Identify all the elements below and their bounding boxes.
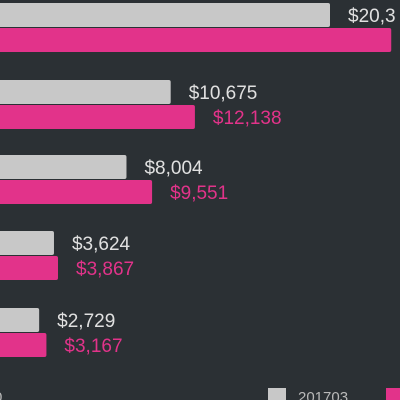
bar-grey-3 — [0, 231, 54, 255]
bar-grey-1 — [0, 80, 171, 104]
value-label-grey-3: $3,624 — [72, 234, 131, 255]
bar-pink-0 — [0, 28, 392, 52]
bar-pink-2 — [0, 180, 153, 204]
value-label-pink-1: $12,138 — [213, 108, 282, 129]
bar-pink-1 — [0, 105, 195, 129]
legend-swatch-series-2 — [386, 388, 400, 400]
value-label-grey-1: $10,675 — [189, 83, 258, 104]
bar-grey-0 — [0, 3, 330, 27]
bar-grey-4 — [0, 308, 40, 332]
bars-group — [0, 3, 392, 357]
value-labels-group: $20,3 $10,675 $8,004 $3,624 $2,729 $12,138 $9,… — [57, 6, 395, 357]
bar-pink-3 — [0, 256, 59, 280]
value-label-pink-2: $9,551 — [170, 183, 228, 204]
legend-swatch-201703 — [268, 388, 286, 400]
bar-grey-2 — [0, 155, 127, 179]
value-label-pink-3: $3,867 — [76, 259, 134, 280]
value-label-grey-0: $20,3 — [348, 6, 396, 27]
x-axis-tick-zero: 0 — [0, 389, 2, 400]
legend: 201703 — [268, 388, 400, 400]
value-label-grey-4: $2,729 — [57, 311, 115, 332]
value-label-grey-2: $8,004 — [144, 158, 203, 179]
legend-label-201703: 201703 — [298, 389, 348, 400]
bar-pink-4 — [0, 333, 47, 357]
value-label-pink-4: $3,167 — [64, 336, 122, 357]
